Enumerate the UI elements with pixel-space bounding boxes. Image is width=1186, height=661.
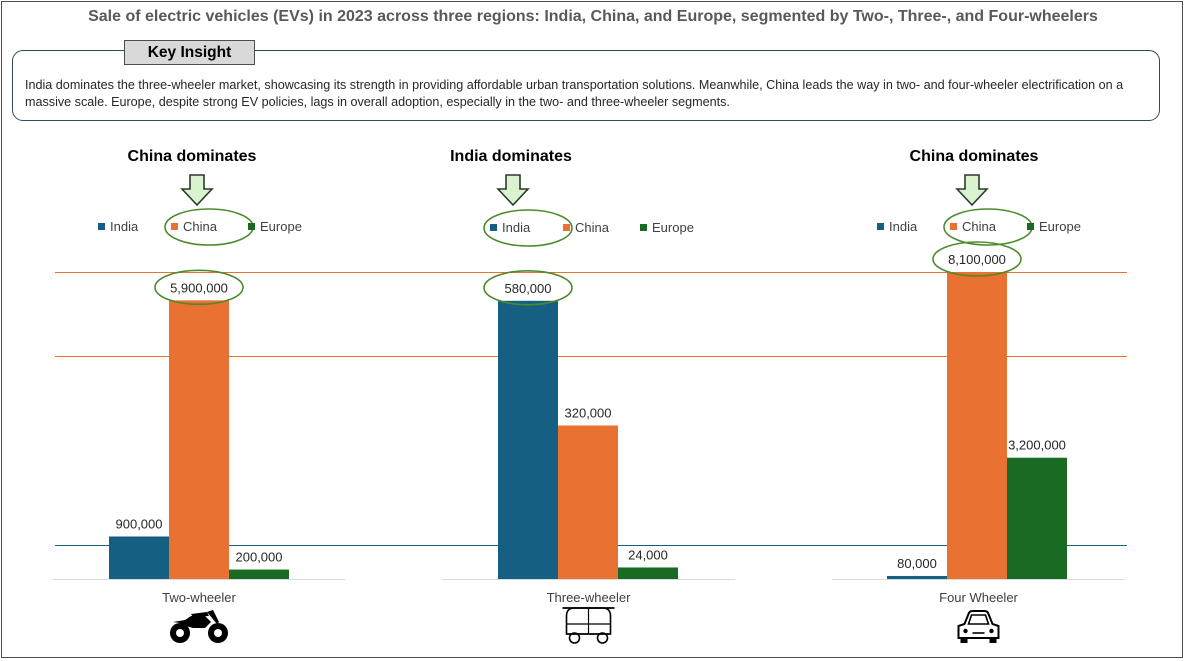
value-highlight-ellipse (483, 269, 573, 306)
value-highlight-ellipse (932, 241, 1022, 277)
legend-entry-china: China (943, 208, 1033, 246)
chart-panels: China dominates India China Europe 900,000 5,… (53, 148, 1125, 644)
legend-swatch (1027, 223, 1034, 230)
legend-entry-china: China (164, 208, 254, 246)
value-highlight-ellipse (154, 269, 244, 306)
legend-entry-china: China (563, 220, 610, 235)
auto-rickshaw-icon (562, 607, 615, 644)
chart-panel-two-wheeler: China dominates India China Europe 900,000 5,… (53, 148, 345, 643)
value-label-india: 80,000 (897, 556, 937, 571)
legend-label: India (502, 220, 531, 235)
bar-india (498, 300, 558, 579)
category-label: Three-wheeler (547, 590, 631, 605)
legend-swatch (490, 224, 497, 231)
bar-china (169, 300, 229, 579)
legend-label: India (889, 219, 918, 234)
down-arrow-icon (180, 174, 214, 207)
key-insight-text: India dominates the three-wheeler market… (25, 78, 1124, 109)
value-label-europe: 3,200,000 (1008, 438, 1066, 453)
value-label-india: 580,000 (505, 281, 552, 296)
car-icon (957, 610, 1000, 643)
bar-china (558, 425, 618, 579)
motorcycle-icon (170, 610, 228, 643)
value-label-india: 900,000 (116, 516, 163, 531)
dominance-title: China dominates (128, 148, 257, 165)
category-label: Four Wheeler (939, 590, 1018, 605)
legend-swatch (950, 223, 957, 230)
dominance-title: China dominates (910, 148, 1039, 165)
legend-label: China (183, 219, 218, 234)
value-label-china: 8,100,000 (948, 252, 1006, 267)
category-label: Two-wheeler (162, 590, 236, 605)
legend-label: Europe (1039, 219, 1081, 234)
legend-entry-europe: Europe (1027, 219, 1081, 234)
legend-swatch (563, 224, 570, 231)
bar-india (109, 536, 169, 579)
legend-swatch (171, 223, 178, 230)
bar-china (947, 272, 1007, 579)
bar-europe (1007, 457, 1067, 579)
chart-panel-four-wheeler: China dominates India China Europe 80,000 8,1… (832, 148, 1125, 643)
dominance-title: India dominates (450, 148, 572, 165)
legend-label: Europe (260, 219, 302, 234)
legend-highlight-ellipse (483, 209, 573, 247)
legend-swatch (248, 223, 255, 230)
legend-entry-europe: Europe (640, 220, 694, 235)
legend-swatch (877, 223, 884, 230)
bar-india (887, 575, 947, 579)
legend-label: China (962, 219, 997, 234)
legend-swatch (640, 224, 647, 231)
bar-europe (229, 569, 289, 579)
down-arrow-icon (955, 174, 989, 207)
value-label-china: 5,900,000 (170, 280, 228, 295)
bar-europe (618, 567, 678, 579)
legend-entry-india: India (877, 219, 918, 234)
legend-label: China (575, 220, 610, 235)
value-label-china: 320,000 (565, 406, 612, 421)
legend-swatch (98, 223, 105, 230)
legend-label: Europe (652, 220, 694, 235)
value-label-europe: 200,000 (236, 550, 283, 565)
value-label-europe: 24,000 (628, 547, 668, 562)
legend-label: India (110, 219, 139, 234)
chart-panel-three-wheeler: India dominates India China Europe 580,000 32… (442, 148, 735, 644)
legend-entry-india: India (483, 209, 573, 247)
down-arrow-icon (496, 174, 530, 207)
key-insight-label: Key Insight (124, 40, 255, 65)
chart-main-title: Sale of electric vehicles (EVs) in 2023 … (88, 8, 1098, 25)
legend-entry-india: India (98, 219, 139, 234)
legend-entry-europe: Europe (248, 219, 302, 234)
